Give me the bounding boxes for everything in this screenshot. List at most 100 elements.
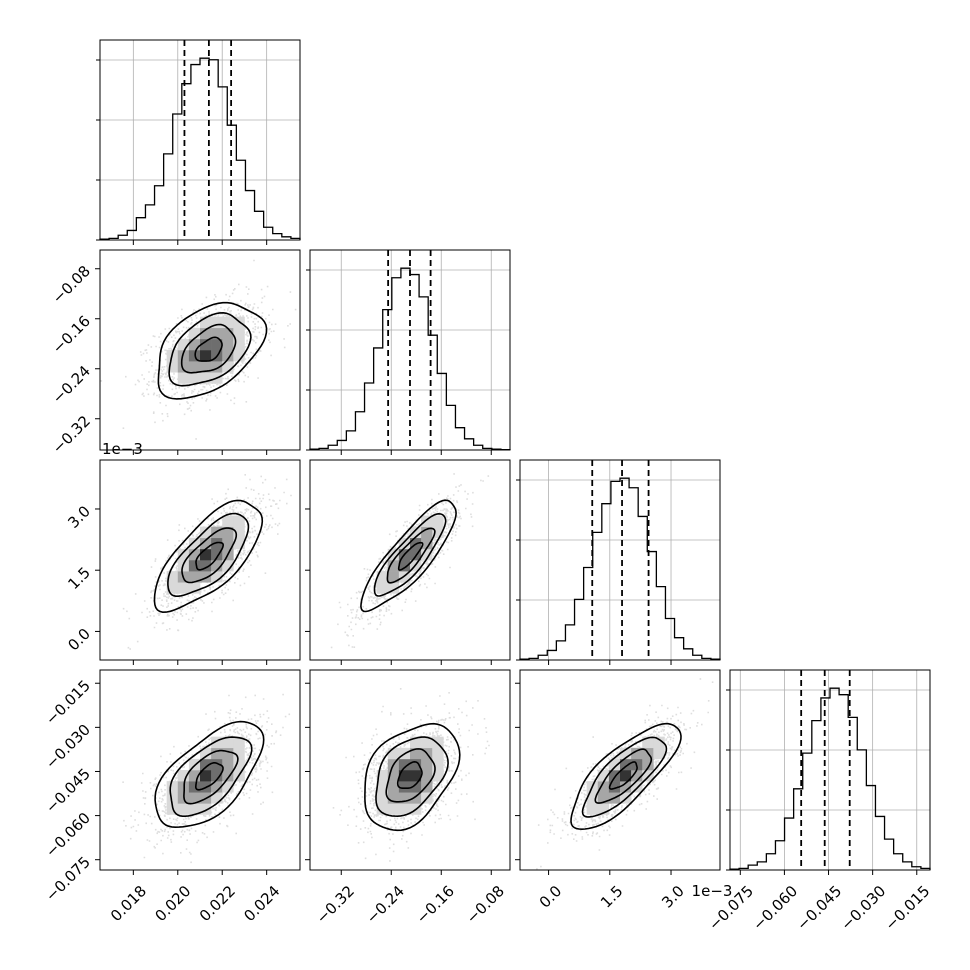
panel-contents: [536, 678, 714, 870]
density-cell: [188, 770, 201, 782]
contour-line: [168, 311, 252, 387]
density-cell: [211, 316, 223, 329]
panel-1-0: [95, 249, 301, 455]
panel-1-1: [306, 249, 511, 455]
density-cell: [222, 350, 234, 362]
contour-line: [373, 512, 447, 597]
density-cell: [421, 770, 433, 782]
contour-line: [169, 736, 253, 817]
density-cell: [222, 526, 234, 539]
histogram-series: [729, 687, 931, 870]
density-cell: [166, 792, 179, 804]
contour-line: [183, 749, 239, 805]
density-cell: [387, 770, 400, 782]
x-tick-label: −0.08: [463, 882, 508, 927]
density-cell: [631, 747, 643, 760]
density-cell: [200, 758, 212, 771]
contour-line: [386, 527, 436, 584]
density-cell: [222, 361, 234, 373]
density-cell: [410, 747, 422, 760]
contour-line: [167, 512, 250, 597]
density-cell: [653, 736, 665, 749]
density-cell: [200, 526, 212, 539]
density-cell: [200, 350, 212, 362]
x-tick-label: 0.022: [196, 882, 239, 925]
density-cell: [597, 803, 610, 815]
contour-line: [594, 748, 653, 804]
panel-frame: [729, 669, 931, 871]
density-cell: [233, 327, 245, 340]
density-cell: [211, 792, 223, 804]
panel-frame: [99, 459, 301, 661]
density-cell: [177, 770, 190, 782]
x-tick-label: −0.32: [313, 882, 358, 927]
density-cell: [376, 582, 389, 594]
panel-2-0: [95, 459, 301, 665]
density-cell: [642, 736, 654, 749]
contour-line: [360, 499, 457, 613]
contour-line: [181, 527, 238, 584]
density-cell: [200, 571, 212, 583]
density-cell: [188, 582, 201, 594]
contour-line: [157, 301, 268, 400]
y-tick-label: −0.030: [42, 721, 94, 773]
contour-line: [375, 736, 449, 818]
x-tick-label: 0.0: [536, 882, 566, 912]
density-cell: [233, 758, 245, 771]
density-cell: [398, 781, 411, 793]
density-cell: [620, 770, 632, 782]
panel-contents: [122, 693, 291, 864]
density-cell: [233, 747, 245, 760]
density-cell: [188, 781, 201, 793]
density-cell: [188, 792, 201, 804]
density-cell: [211, 781, 223, 793]
density-cell: [631, 781, 643, 793]
density-cell: [166, 781, 179, 793]
x-tick-label: −0.030: [837, 882, 889, 934]
density-cell: [188, 361, 201, 373]
y-tick-label: 3.0: [64, 502, 94, 532]
panel-3-2: [515, 669, 721, 875]
density-cell: [177, 361, 190, 373]
y-tick-label: −0.08: [49, 262, 94, 307]
density-cell: [200, 803, 212, 815]
density-cell: [387, 582, 400, 594]
density-cell: [188, 327, 201, 340]
x-tick-label: 1.5: [597, 882, 627, 912]
contour-line: [608, 761, 638, 790]
density-cell: [211, 770, 223, 782]
contour-line: [396, 760, 423, 789]
density-cell: [410, 526, 422, 539]
x-tick-label: 0.018: [107, 882, 150, 925]
density-cell: [222, 747, 234, 760]
density-cell: [188, 372, 201, 384]
density-cell: [222, 560, 234, 572]
panel-3-0: [95, 669, 301, 875]
density-cell: [608, 770, 621, 782]
contour-line: [153, 499, 264, 614]
panel-frame: [309, 459, 511, 661]
density-cell: [376, 792, 389, 804]
density-cell: [410, 758, 422, 771]
density-cell: [376, 770, 389, 782]
density-cell: [398, 537, 411, 550]
density-cell: [376, 571, 389, 583]
panel-frame: [309, 669, 511, 871]
panel-frame: [309, 249, 511, 451]
density-cell: [398, 770, 411, 782]
density-cell: [398, 792, 411, 804]
histogram-series: [99, 57, 301, 240]
density-cell: [188, 571, 201, 583]
panel-frame: [99, 669, 301, 871]
density-cell: [188, 338, 201, 351]
scatter-points: [100, 259, 297, 440]
density-cell: [222, 770, 234, 782]
density-cell: [387, 747, 400, 760]
density-cell: [222, 316, 234, 329]
density-cell: [233, 338, 245, 351]
x-tick-label: 3.0: [658, 882, 688, 912]
x-tick-label: −0.060: [749, 882, 801, 934]
density-cell: [211, 747, 223, 760]
density-cell: [387, 792, 400, 804]
density-cell: [166, 571, 179, 583]
